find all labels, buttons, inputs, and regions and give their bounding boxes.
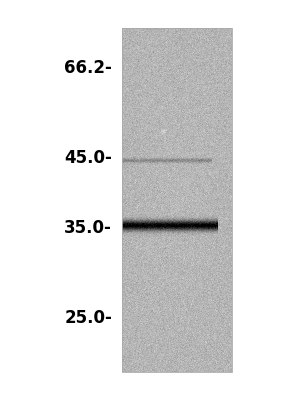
Text: 25.0-: 25.0- bbox=[64, 309, 112, 327]
Bar bbox=[122, 28, 232, 372]
Text: 45.0-: 45.0- bbox=[64, 149, 112, 167]
Text: 35.0-: 35.0- bbox=[64, 219, 112, 237]
Text: 66.2-: 66.2- bbox=[64, 59, 112, 77]
